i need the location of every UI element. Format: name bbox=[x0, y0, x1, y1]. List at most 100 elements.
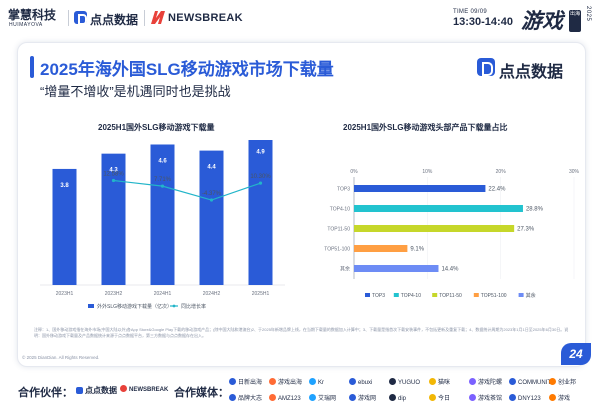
y-tick-label: TOP3 bbox=[337, 187, 350, 193]
media-logo: COMMUNITY bbox=[509, 378, 555, 389]
event-badge: 出海 bbox=[569, 10, 581, 32]
legend-swatch bbox=[432, 293, 438, 297]
brand-zhanghui-sub: HUIMAYOVA bbox=[9, 22, 43, 28]
legend-label: TOP11-50 bbox=[439, 293, 462, 299]
media-logo: YUGUO bbox=[389, 378, 420, 389]
media-logo: 游戏 bbox=[549, 394, 570, 405]
page-number: 24 bbox=[561, 343, 591, 365]
bar-2024H1 bbox=[150, 144, 175, 285]
hbar-TOP4-10 bbox=[354, 205, 523, 212]
media-logo: 游戏茶馆 bbox=[469, 394, 502, 405]
legend-swatch bbox=[473, 293, 479, 297]
media-logo: ebuxi bbox=[349, 378, 372, 389]
media-logo-icon bbox=[349, 394, 356, 401]
media-logo: 游戏陀螺 bbox=[469, 378, 502, 389]
media-logo: 今日 bbox=[429, 394, 450, 405]
bar-value-label: 3.8 bbox=[60, 183, 69, 189]
newsbreak-logo-icon bbox=[151, 11, 165, 24]
media-logo-icon bbox=[549, 378, 556, 385]
time-value: 13:30-14:40 bbox=[453, 16, 513, 28]
media-logo-icon bbox=[349, 378, 356, 385]
copyright: © 2025 DianDian. All Rights Reserved. bbox=[22, 355, 100, 360]
diandian-partner-icon bbox=[76, 387, 83, 394]
hbar-value-label: 27.3% bbox=[517, 227, 535, 233]
growth-label: 12.58% bbox=[103, 172, 124, 178]
x-tick-label: 2024H1 bbox=[154, 291, 172, 297]
media-logo-icon bbox=[309, 394, 316, 401]
media-logo-icon bbox=[509, 378, 516, 385]
event-title: 游戏 bbox=[521, 10, 563, 33]
media-logo: 猫咪 bbox=[429, 378, 450, 389]
legend-swatch bbox=[393, 293, 399, 297]
slide-title: 2025年海外国SLG移动游戏市场下载量 bbox=[40, 60, 334, 79]
brand-separator bbox=[144, 10, 145, 26]
x-tick-label: 2024H2 bbox=[203, 291, 221, 297]
media-logo-icon bbox=[549, 394, 556, 401]
media-logo-icon bbox=[509, 394, 516, 401]
media-logo: 品牌大志 bbox=[229, 394, 262, 405]
legend-label: TOP51-100 bbox=[481, 293, 507, 299]
hbar-其余 bbox=[354, 265, 439, 272]
growth-label: 10.30% bbox=[250, 174, 271, 180]
bar-value-label: 4.3 bbox=[109, 168, 118, 174]
growth-label: 7.71% bbox=[154, 177, 172, 183]
media-logo-icon bbox=[309, 378, 316, 385]
top-products-share-chart: 0% 10% 20% 30% TOP3 22.4% TOP4-10 28.8% TOP11-50… bbox=[324, 169, 580, 299]
time-label: TIME 09/09 bbox=[453, 9, 488, 15]
brand-newsbreak: NEWSBREAK bbox=[168, 12, 243, 24]
media-logo: 游戏出海 bbox=[269, 378, 302, 389]
legend-bar-label: 外外SLG移动游戏下载量（亿次） bbox=[97, 303, 172, 310]
hbar-TOP51-100 bbox=[354, 245, 408, 252]
legend-label: TOP3 bbox=[372, 293, 385, 299]
media-logo: 日新出海 bbox=[229, 378, 262, 389]
x-tick-label: 2025H1 bbox=[252, 291, 270, 297]
hbar-value-label: 14.4% bbox=[441, 267, 459, 273]
brand-zhanghui: 掌慧科技 bbox=[8, 8, 57, 22]
slide-subtitle: “增量不增收”是机遇同时也是挑战 bbox=[40, 84, 231, 99]
growth-line bbox=[113, 179, 261, 201]
hbar-value-label: 22.4% bbox=[488, 187, 506, 193]
media-logo-icon bbox=[269, 394, 276, 401]
legend-label: 其余 bbox=[526, 292, 536, 299]
x-tick-label: 2023H2 bbox=[105, 291, 123, 297]
legend-swatch bbox=[518, 293, 524, 297]
x-tick-label: 2023H1 bbox=[56, 291, 74, 297]
media-logo: dip bbox=[389, 394, 406, 405]
x-tick-label: 0% bbox=[350, 169, 358, 175]
diandian-logo-icon bbox=[74, 11, 87, 25]
newsbreak-partner-icon bbox=[120, 385, 127, 392]
title-accent-bar bbox=[30, 56, 34, 78]
media-logo-icon bbox=[269, 378, 276, 385]
y-tick-label: 其余 bbox=[340, 266, 350, 273]
brand-separator bbox=[68, 10, 69, 26]
media-logo-icon bbox=[229, 394, 236, 401]
legend-line-label: 同比增长率 bbox=[181, 303, 206, 310]
diandian-card-logo-icon bbox=[477, 58, 495, 76]
x-tick-label: 20% bbox=[496, 169, 507, 175]
legend-label: TOP4-10 bbox=[401, 293, 421, 299]
x-tick-label: 30% bbox=[569, 169, 580, 175]
top-brand-bar bbox=[0, 0, 600, 38]
hbar-value-label: 28.8% bbox=[526, 207, 544, 213]
partners-label: 合作伙伴： bbox=[18, 387, 73, 399]
legend-line-marker bbox=[172, 304, 176, 308]
x-tick-label: 10% bbox=[422, 169, 433, 175]
growth-point bbox=[209, 198, 214, 202]
media-logo: 艾瑞网 bbox=[309, 394, 336, 405]
media-logo-icon bbox=[389, 394, 396, 401]
bar-2025H1 bbox=[248, 140, 273, 285]
downloads-bar-chart: 3.8 2023H1 4.3 2023H2 4.6 2024H1 4.4 2024H2 4.9 2… bbox=[40, 140, 285, 310]
brand-diandian: 点点数据 bbox=[90, 13, 139, 27]
media-logo-icon bbox=[429, 378, 436, 385]
card-logo-text: 点点数据 bbox=[499, 64, 564, 81]
partner-newsbreak: NEWSBREAK bbox=[120, 385, 168, 396]
growth-point bbox=[258, 181, 263, 185]
media-logo: Kr bbox=[309, 378, 324, 389]
partner-diandian: 点点数据 bbox=[76, 385, 117, 396]
media-label: 合作媒体： bbox=[174, 387, 229, 399]
bar-2023H1 bbox=[52, 168, 77, 285]
right-chart-title: 2025H1国外SLG移动游戏头部产品下载量占比 bbox=[343, 123, 508, 132]
growth-point bbox=[111, 178, 116, 183]
y-tick-label: TOP4-10 bbox=[330, 207, 350, 213]
legend-bar-swatch bbox=[88, 304, 94, 308]
